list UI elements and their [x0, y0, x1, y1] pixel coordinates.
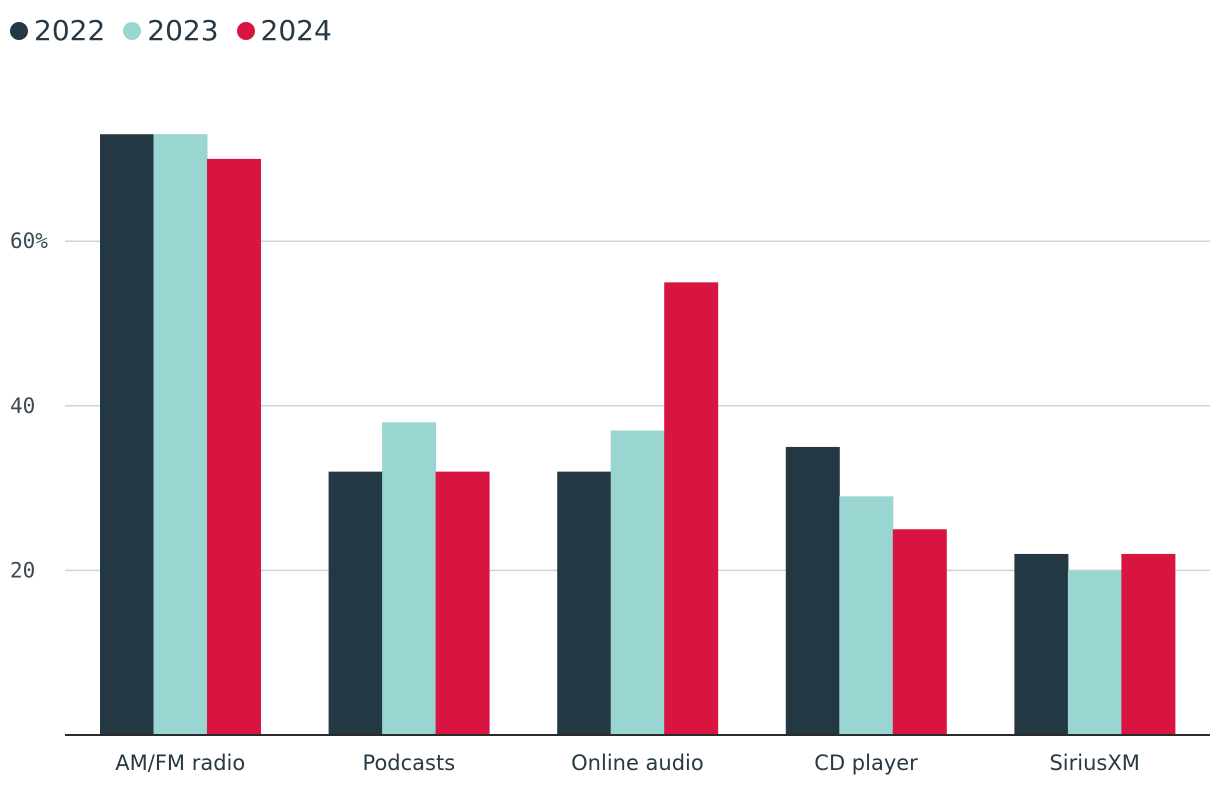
y-tick-label: 20: [10, 558, 35, 582]
legend-label-2022: 2022: [34, 14, 106, 47]
bar-2022-3: [785, 446, 840, 735]
chart-legend: 2022 2023 2024: [10, 14, 332, 47]
bar-2024-3: [892, 529, 947, 735]
x-category-label: Podcasts: [363, 751, 456, 775]
bar-2022-0: [100, 134, 154, 735]
legend-item-2024: 2024: [236, 14, 332, 47]
y-tick-label: 60%: [10, 229, 48, 253]
bar-2023-0: [153, 134, 208, 735]
bar-2024-2: [664, 282, 719, 735]
bar-2023-4: [1067, 570, 1122, 735]
bar-2022-4: [1014, 553, 1069, 735]
legend-swatch-2023: [123, 21, 142, 40]
x-category-label: CD player: [814, 751, 918, 775]
bar-2023-2: [610, 430, 665, 735]
bar-2022-1: [328, 471, 383, 735]
legend-label-2024: 2024: [260, 14, 332, 47]
x-category-label: SiriusXM: [1049, 751, 1139, 775]
y-tick-label: 40: [10, 394, 35, 418]
bar-2023-3: [839, 496, 894, 735]
bar-2024-4: [1121, 553, 1176, 735]
legend-item-2022: 2022: [10, 14, 105, 47]
bar-2022-2: [557, 471, 612, 735]
legend-swatch-2022: [10, 21, 28, 40]
x-category-label: AM/FM radio: [115, 751, 245, 775]
bar-2023-1: [382, 422, 437, 735]
bar-2024-0: [207, 158, 261, 735]
x-category-label: Online audio: [571, 751, 704, 775]
legend-swatch-2024: [236, 21, 255, 40]
legend-label-2023: 2023: [147, 14, 219, 47]
legend-item-2023: 2023: [123, 14, 219, 47]
bar-2024-1: [435, 471, 490, 735]
